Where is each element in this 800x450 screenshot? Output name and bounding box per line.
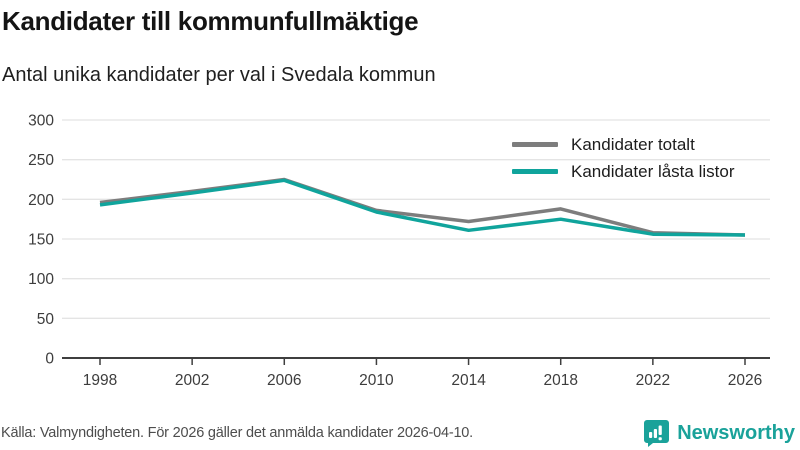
source-note: Källa: Valmyndigheten. För 2026 gäller d… [1, 425, 473, 441]
y-axis-tick-label: 150 [28, 232, 54, 249]
footer: Källa: Valmyndigheten. För 2026 gäller d… [1, 419, 795, 447]
chart-subtitle: Antal unika kandidater per val i Svedala… [2, 64, 436, 86]
newsworthy-logo: Newsworthy [643, 419, 795, 447]
x-axis-tick-label: 1998 [83, 372, 117, 389]
legend-item-totalt: Kandidater totalt [512, 135, 734, 154]
newsworthy-icon [644, 420, 670, 447]
series-line-kandidater-totalt [99, 177, 746, 237]
x-axis-tick-label: 2002 [175, 372, 209, 389]
page-title: Kandidater till kommunfullmäktige [2, 6, 419, 36]
x-axis-tick-label: 2026 [728, 372, 762, 389]
legend-swatch-totalt [512, 142, 558, 147]
y-axis-tick-label: 200 [28, 192, 54, 209]
x-axis-tick-label: 2022 [636, 372, 670, 389]
x-axis-tick-label: 2014 [451, 372, 486, 389]
y-axis-tick-label: 0 [45, 351, 54, 368]
legend-label-lasta-listor: Kandidater låsta listor [571, 161, 735, 181]
y-axis-tick-label: 250 [28, 152, 54, 169]
legend-label-totalt: Kandidater totalt [571, 134, 695, 154]
x-axis-tick-label: 2006 [267, 372, 301, 389]
chart-legend: Kandidater totalt Kandidater låsta listo… [512, 135, 734, 181]
y-axis-tick-label: 50 [37, 311, 55, 328]
x-axis-tick-label: 2018 [543, 372, 577, 389]
legend-item-lasta-listor: Kandidater låsta listor [512, 162, 734, 181]
y-axis-tick-label: 100 [28, 271, 54, 288]
brand-name: Newsworthy [677, 421, 795, 444]
x-axis-tick-label: 2010 [359, 372, 394, 389]
series-line-kandidater-l-sta-listor [99, 178, 746, 237]
y-axis-tick-label: 300 [28, 113, 54, 130]
legend-swatch-lasta-listor [512, 169, 558, 174]
